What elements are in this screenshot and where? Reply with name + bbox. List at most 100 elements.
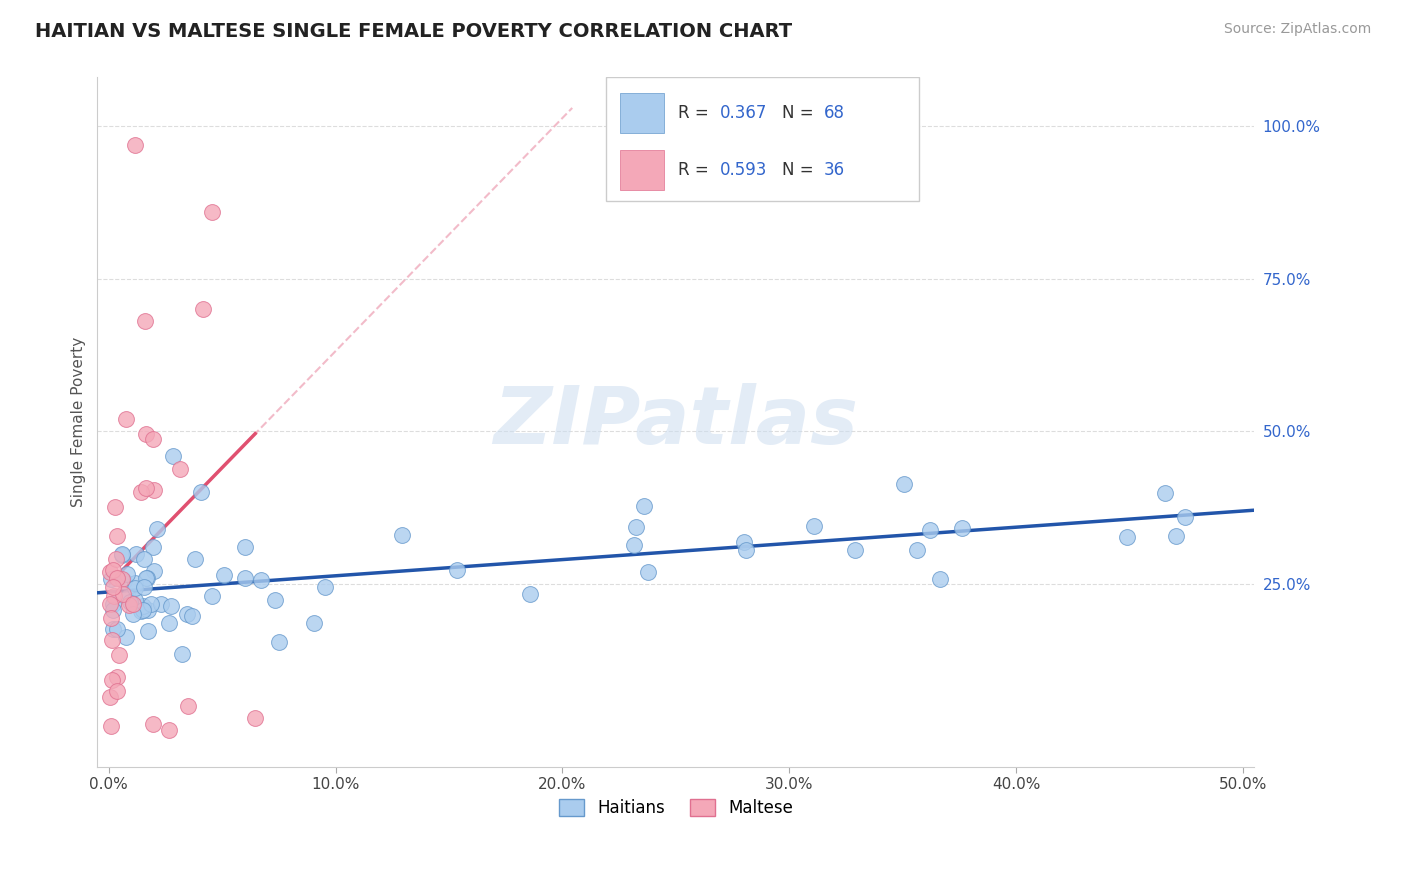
Point <box>176 607 198 621</box>
Point <box>134 314 156 328</box>
FancyBboxPatch shape <box>606 78 920 202</box>
Point <box>111 587 134 601</box>
Point <box>893 477 915 491</box>
Point <box>267 635 290 649</box>
Point <box>103 500 125 515</box>
Point <box>135 427 157 442</box>
Point <box>105 683 128 698</box>
Point <box>159 723 181 737</box>
Point <box>101 580 124 594</box>
Point <box>633 500 655 514</box>
Point <box>1174 510 1197 524</box>
Point <box>170 647 193 661</box>
Point <box>101 603 124 617</box>
Point <box>105 670 128 684</box>
Point <box>446 563 468 577</box>
Text: N =: N = <box>782 161 820 179</box>
Point <box>177 698 200 713</box>
Point <box>905 542 928 557</box>
Point <box>122 597 145 611</box>
Point <box>98 597 121 611</box>
Point <box>1164 528 1187 542</box>
Point <box>111 547 134 561</box>
Point <box>733 534 755 549</box>
Point <box>193 301 215 316</box>
Point <box>190 485 212 500</box>
Point <box>920 523 942 537</box>
Point <box>132 580 155 594</box>
Point <box>111 548 134 562</box>
Text: HAITIAN VS MALTESE SINGLE FEMALE POVERTY CORRELATION CHART: HAITIAN VS MALTESE SINGLE FEMALE POVERTY… <box>35 22 792 41</box>
Text: Source: ZipAtlas.com: Source: ZipAtlas.com <box>1223 22 1371 37</box>
Point <box>101 622 124 636</box>
Point <box>115 566 138 581</box>
Point <box>131 603 153 617</box>
Point <box>180 608 202 623</box>
Point <box>105 529 128 543</box>
Point <box>103 598 125 612</box>
Point <box>142 540 165 554</box>
Legend: Haitians, Maltese: Haitians, Maltese <box>553 792 800 823</box>
Point <box>111 572 134 586</box>
Point <box>233 571 256 585</box>
Point <box>264 593 287 607</box>
Point <box>117 590 139 604</box>
Point <box>112 574 135 588</box>
FancyBboxPatch shape <box>620 150 664 190</box>
Point <box>159 616 181 631</box>
Point <box>162 449 184 463</box>
Point <box>233 540 256 554</box>
Y-axis label: Single Female Poverty: Single Female Poverty <box>72 337 86 508</box>
Point <box>136 571 159 585</box>
Point <box>101 673 124 687</box>
Point <box>104 551 127 566</box>
Point <box>118 599 141 613</box>
Point <box>101 632 124 647</box>
Point <box>105 623 128 637</box>
Point <box>136 624 159 638</box>
Point <box>136 603 159 617</box>
Text: R =: R = <box>678 103 714 121</box>
Text: N =: N = <box>782 103 820 121</box>
Point <box>1116 530 1139 544</box>
Text: 68: 68 <box>824 103 845 121</box>
Point <box>143 483 166 497</box>
Point <box>100 611 122 625</box>
Point <box>146 522 169 536</box>
Point <box>519 587 541 601</box>
Point <box>302 615 325 630</box>
Point <box>135 482 157 496</box>
Point <box>125 547 148 561</box>
Point <box>141 432 163 446</box>
Point <box>105 571 128 585</box>
Point <box>132 602 155 616</box>
Point <box>98 565 121 579</box>
Point <box>120 595 142 609</box>
Point <box>249 573 271 587</box>
Point <box>107 648 129 662</box>
Point <box>103 589 125 603</box>
Text: R =: R = <box>678 161 714 179</box>
Point <box>142 717 165 731</box>
Point <box>314 581 336 595</box>
Point <box>1154 486 1177 500</box>
Point <box>129 485 152 500</box>
Point <box>124 137 146 152</box>
Point <box>98 690 121 704</box>
Point <box>132 599 155 613</box>
Point <box>115 630 138 644</box>
Point <box>637 566 659 580</box>
Point <box>245 711 267 725</box>
Point <box>124 593 146 607</box>
Point <box>100 572 122 586</box>
Point <box>623 538 645 552</box>
Point <box>734 542 756 557</box>
Point <box>100 719 122 733</box>
Point <box>149 597 172 611</box>
Point <box>160 599 183 613</box>
Point <box>212 568 235 582</box>
Point <box>101 563 124 577</box>
Point <box>114 412 136 426</box>
Point <box>626 520 648 534</box>
Point <box>142 564 165 578</box>
